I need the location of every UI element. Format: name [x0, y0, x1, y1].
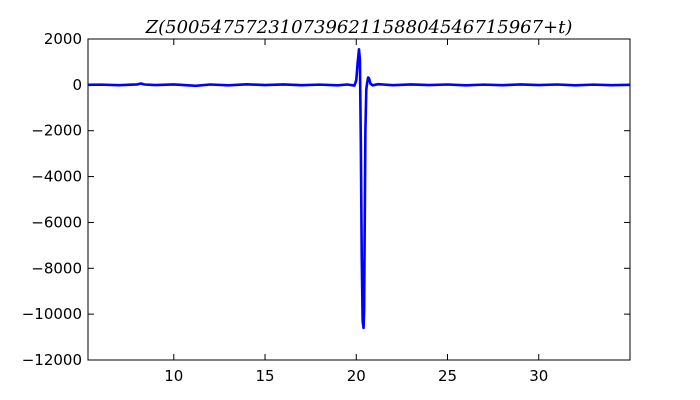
x-tick-label: 20: [347, 367, 366, 385]
x-tick-label: 25: [438, 367, 457, 385]
x-axis: 10 15 20 25 30: [164, 39, 548, 385]
y-tick-label: 2000: [44, 30, 82, 48]
x-tick-label: 30: [529, 367, 548, 385]
y-tick-label: −10000: [22, 305, 82, 323]
plot-area: [87, 38, 631, 361]
x-tick-label: 10: [164, 367, 183, 385]
x-tick-label: 15: [255, 367, 274, 385]
y-tick-label: −6000: [31, 213, 82, 231]
y-tick-label: −8000: [31, 259, 82, 277]
plot-frame: [87, 38, 631, 361]
chart-title: Z(500547572310739621158804546715967+t): [145, 17, 573, 38]
y-tick-label: 0: [72, 76, 82, 94]
y-tick-label: −12000: [22, 351, 82, 369]
y-axis: 2000 0 −2000 −4000 −6000 −8000 −10000 −12000: [22, 30, 630, 369]
series-line-0: [88, 48, 630, 330]
y-tick-label: −4000: [31, 168, 82, 186]
y-tick-label: −2000: [31, 122, 82, 140]
series-layer: [88, 48, 630, 330]
